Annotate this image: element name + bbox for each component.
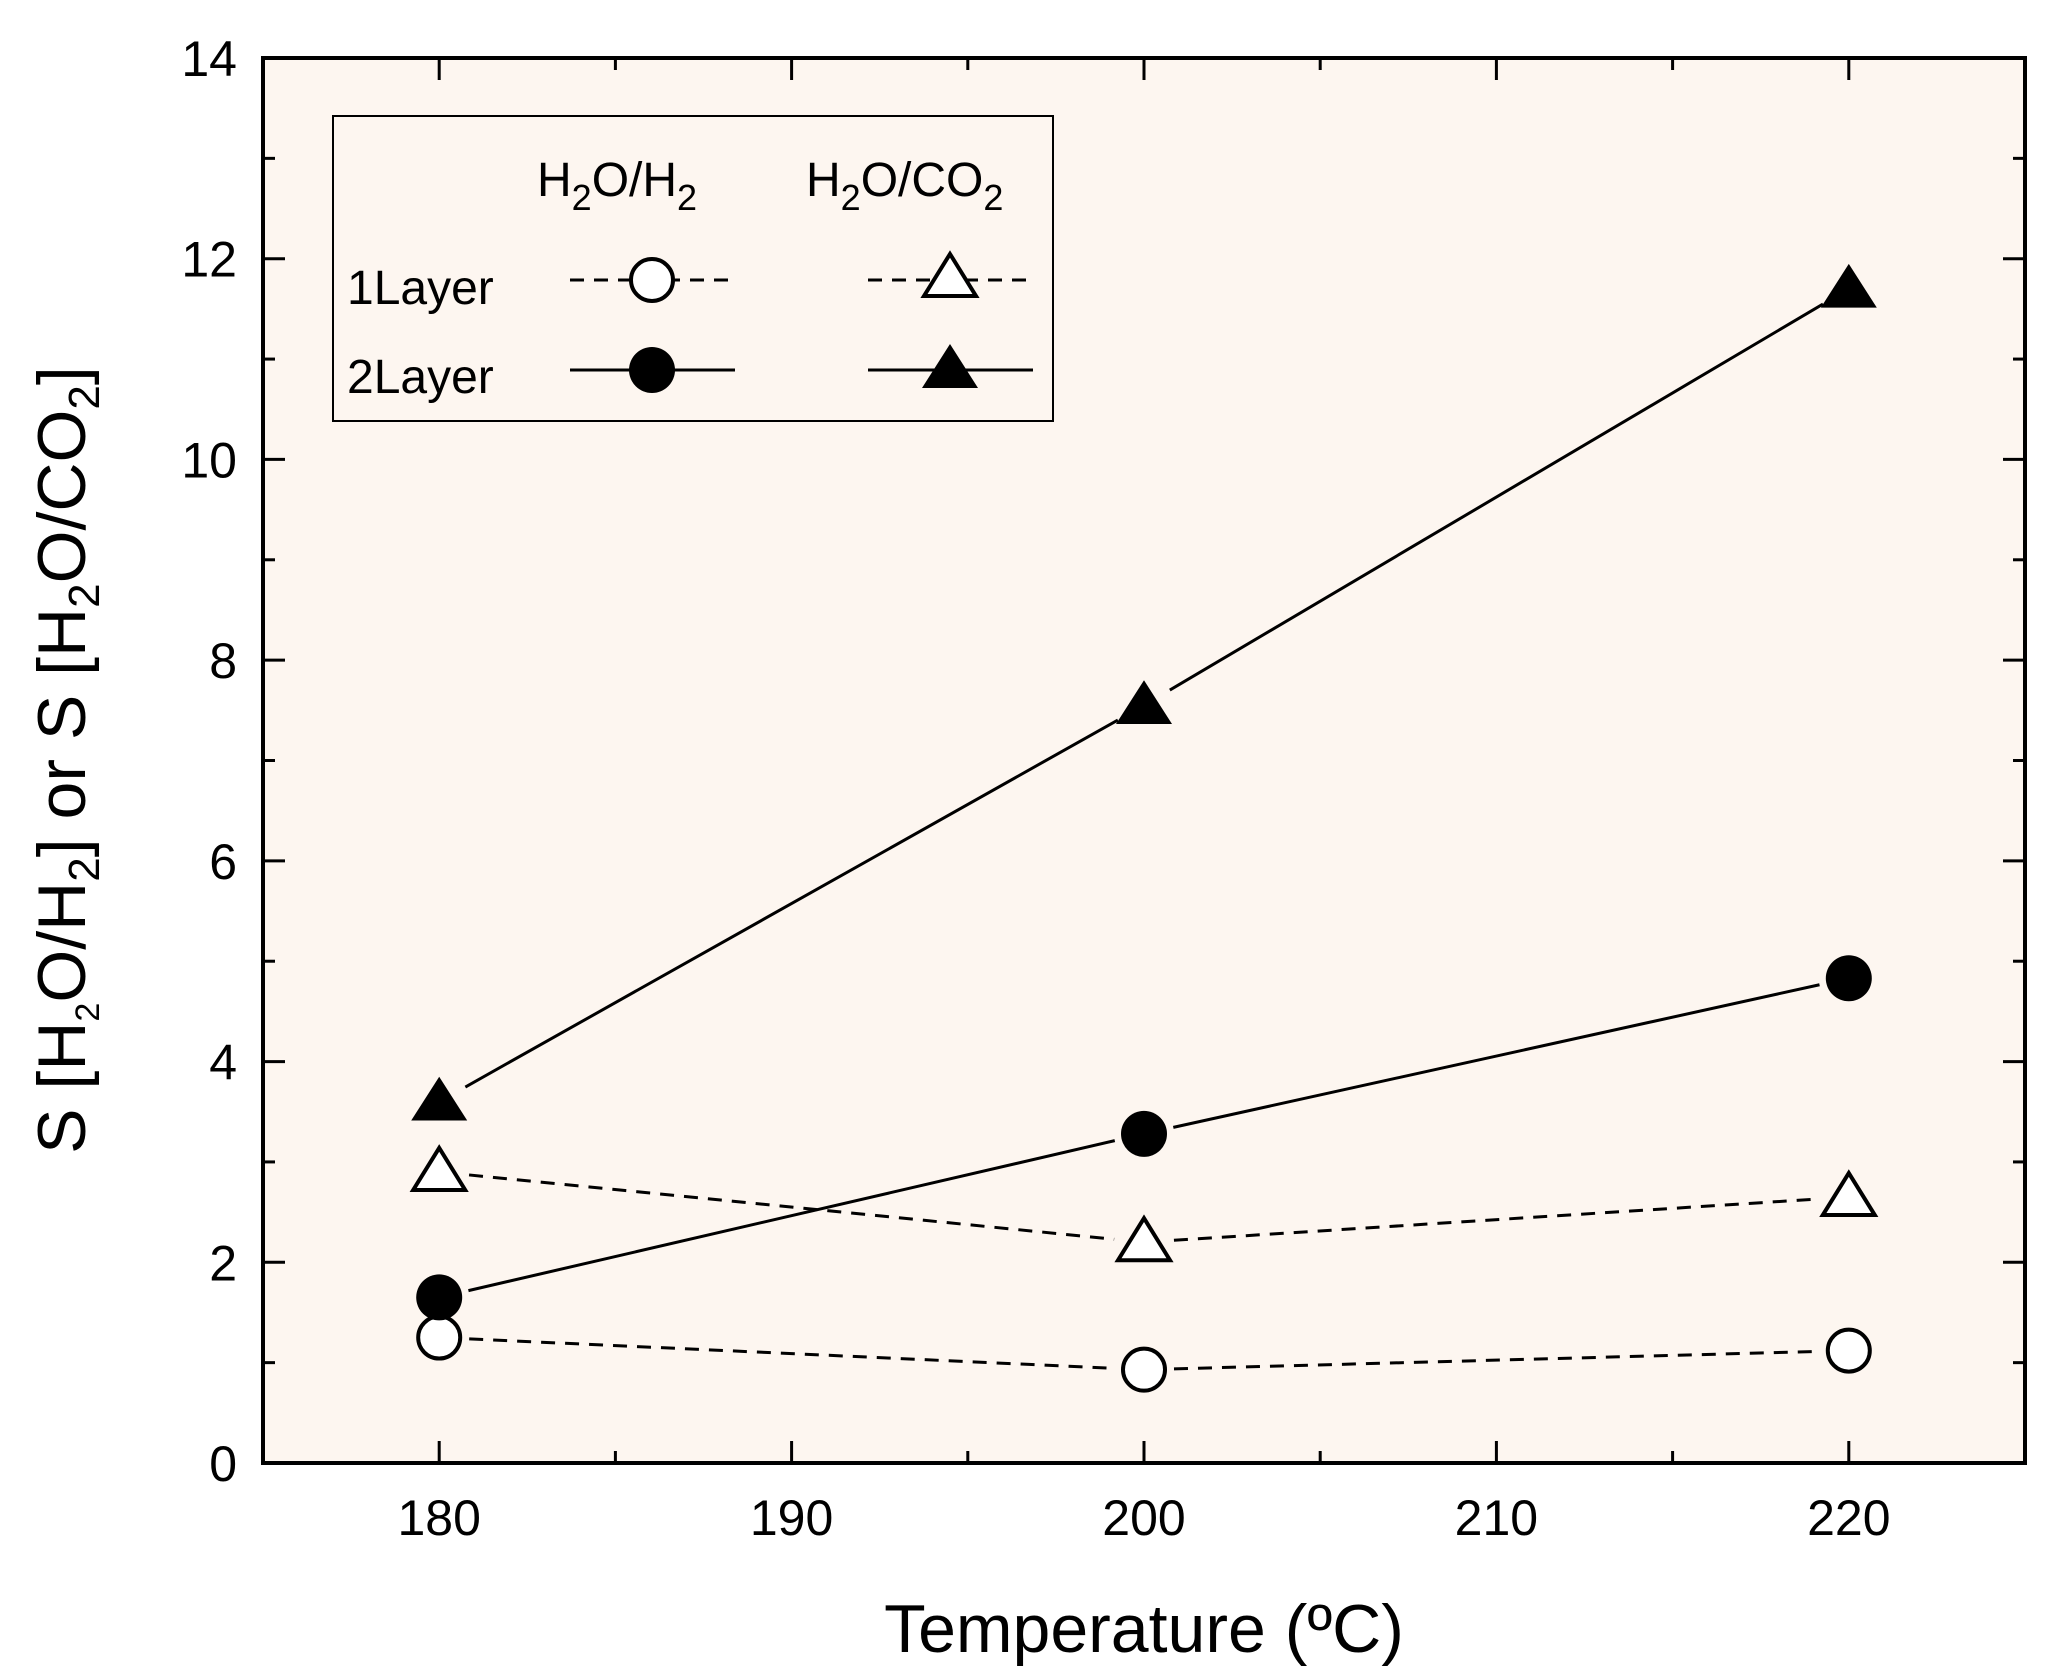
y-tick-label: 12	[181, 232, 237, 288]
data-point-1layer-h2o-co2	[409, 1144, 469, 1192]
data-point-2layer-h2o-h2	[1121, 1110, 1167, 1157]
plot-frame	[261, 56, 2027, 1465]
data-point-2layer-h2o-co2	[1116, 680, 1172, 725]
legend-marker-2layer-h2o-co2	[922, 344, 978, 388]
legend-header-h2o-co2: H2O/CO2	[806, 154, 1003, 218]
series-line-1layer-h2o-h2	[469, 1337, 1115, 1370]
data-point-2layer-h2o-co2	[411, 1076, 468, 1121]
data-point-2layer-h2o-h2	[1825, 955, 1872, 1002]
legend-row-2layer: 2Layer	[347, 351, 494, 404]
data-point-1layer-h2o-h2	[416, 1314, 463, 1361]
series-line-2layer-h2o-h2	[1172, 983, 1820, 1129]
y-tick-label: 14	[181, 31, 237, 87]
legend: H2O/H2 H2O/CO2 1Layer 2Layer	[332, 115, 1054, 422]
x-tick-label: 200	[1102, 1490, 1185, 1546]
y-tick-label: 8	[209, 633, 237, 689]
ticks-layer: 180 190 200 210 220 0 2 4 6 8 10 12 14	[181, 31, 2025, 1546]
series-line-1layer-h2o-co2	[1173, 1197, 1819, 1242]
legend-row-1layer: 1Layer	[347, 262, 494, 315]
x-axis-title: Temperature (ºC)	[884, 1591, 1404, 1667]
x-tick-label: 180	[397, 1490, 480, 1546]
data-point-1layer-h2o-h2	[1121, 1346, 1167, 1393]
data-point-1layer-h2o-co2	[1114, 1214, 1174, 1263]
data-point-2layer-h2o-co2	[1820, 263, 1877, 308]
series-layer	[409, 263, 1879, 1393]
x-tick-label: 220	[1807, 1490, 1890, 1546]
data-point-2layer-h2o-h2	[416, 1274, 463, 1321]
legend-marker-1layer-h2o-co2	[920, 250, 980, 298]
data-point-1layer-h2o-h2	[1825, 1327, 1872, 1374]
legend-marker-1layer-h2o-h2	[629, 257, 675, 303]
y-tick-label: 0	[209, 1436, 237, 1492]
series-line-2layer-h2o-h2	[468, 1139, 1116, 1293]
x-tick-label: 190	[750, 1490, 833, 1546]
y-tick-label: 10	[181, 432, 237, 488]
data-point-1layer-h2o-co2	[1819, 1169, 1879, 1218]
legend-marker-2layer-h2o-h2	[629, 347, 675, 393]
y-tick-label: 6	[209, 834, 237, 890]
y-tick-label: 4	[209, 1035, 237, 1091]
series-line-1layer-h2o-co2	[468, 1173, 1115, 1241]
series-line-2layer-h2o-co2	[1169, 302, 1824, 692]
series-line-1layer-h2o-h2	[1173, 1349, 1819, 1371]
x-tick-label: 210	[1455, 1490, 1538, 1546]
series-line-2layer-h2o-co2	[464, 718, 1119, 1089]
y-tick-label: 2	[209, 1235, 237, 1291]
legend-header-h2o-h2: H2O/H2	[537, 154, 697, 218]
y-axis-title: S [H2O/H2] or S [H2O/CO2]	[24, 366, 109, 1154]
